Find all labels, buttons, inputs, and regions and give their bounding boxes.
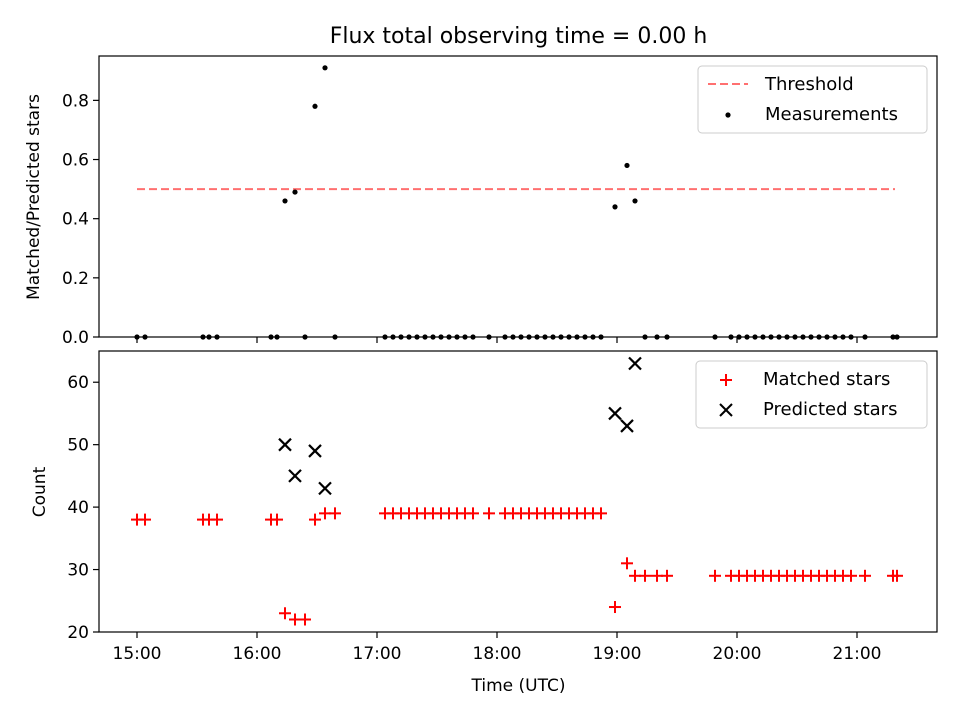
measurement-point [312, 103, 318, 109]
top-y-ticks: 0.0 0.2 0.4 0.6 0.8 [62, 91, 99, 348]
bottom-x-tick-label: 21:00 [833, 644, 882, 664]
bottom-y-axis-label: Count [30, 466, 50, 517]
top-y-tick-label: 0.8 [62, 91, 89, 111]
matched-star-point [309, 513, 321, 526]
measurement-point [292, 189, 298, 195]
top-plot-frame [98, 55, 938, 338]
legend-measurements-label: Measurements [765, 104, 898, 125]
bottom-y-tick-label: 50 [67, 436, 89, 456]
bottom-plot-frame [98, 350, 938, 633]
matched-star-point [467, 507, 479, 520]
predicted-star-point [318, 481, 332, 496]
matched-star-point [279, 607, 291, 620]
measurement-point [322, 65, 328, 71]
bottom-y-tick-label: 30 [67, 561, 89, 581]
x-axis-label: Time (UTC) [471, 676, 566, 696]
matched-star-point [661, 569, 673, 582]
predicted-star-point [628, 356, 642, 371]
bottom-y-tick-label: 40 [67, 498, 89, 518]
top-legend: Threshold Measurements [697, 65, 928, 134]
measurement-point [624, 162, 630, 169]
legend-measurements-swatch [725, 112, 731, 118]
bottom-y-tick-label: 60 [67, 373, 89, 393]
matched-star-point [299, 613, 311, 626]
measurement-point [632, 198, 638, 204]
bottom-x-tick-label: 19:00 [593, 644, 642, 664]
legend-predicted-label: Predicted stars [763, 399, 897, 420]
bottom-x-tick-label: 16:00 [233, 644, 282, 664]
top-y-tick-label: 0.0 [62, 328, 89, 348]
bottom-x-tick-label: 17:00 [353, 644, 402, 664]
chart-title: Flux total observing time = 0.00 h [330, 24, 708, 49]
top-y-tick-label: 0.2 [62, 269, 89, 289]
matched-star-point [859, 569, 871, 582]
matched-star-point [709, 569, 721, 582]
predicted-star-point [288, 469, 302, 483]
top-y-tick-label: 0.6 [62, 151, 89, 171]
matched-star-point [139, 513, 151, 526]
bottom-x-tick-label: 15:00 [113, 644, 162, 664]
top-legend-box [697, 65, 928, 134]
matched-star-point [329, 507, 341, 520]
matched-star-point [483, 507, 495, 520]
legend-threshold-label: Threshold [764, 74, 854, 95]
bottom-legend: Matched stars Predicted stars [695, 360, 928, 429]
matched-star-point [271, 513, 283, 526]
bottom-y-tick-label: 20 [67, 623, 89, 643]
bottom-x-tick-label: 18:00 [473, 644, 522, 664]
legend-matched-swatch [720, 374, 732, 386]
measurement-point [612, 204, 618, 210]
bottom-x-tick-label: 20:00 [713, 644, 762, 664]
predicted-star-point [278, 437, 292, 452]
predicted-star-point [308, 444, 322, 458]
top-panel: Flux total observing time = 0.00 h Match… [24, 24, 938, 348]
matched-star-point [621, 557, 633, 570]
matched-star-point [639, 569, 651, 582]
matched-star-point [595, 507, 607, 520]
bottom-y-ticks: 20 30 40 50 60 [67, 373, 99, 643]
legend-predicted-swatch [719, 403, 733, 417]
count-points [131, 356, 903, 626]
matched-star-point [891, 569, 903, 582]
bottom-legend-box [695, 360, 928, 429]
legend-matched-label: Matched stars [763, 369, 890, 390]
bottom-panel: Count Time (UTC) 20 30 40 50 60 15:00 16:00 17… [30, 350, 938, 696]
matched-star-point [211, 513, 223, 526]
predicted-star-point [620, 419, 634, 433]
measurement-point [282, 198, 288, 204]
top-y-tick-label: 0.4 [62, 210, 89, 230]
matched-star-point [845, 569, 857, 582]
top-y-axis-label: Matched/Predicted stars [24, 94, 44, 300]
matched-star-point [609, 601, 621, 614]
predicted-star-point [608, 406, 622, 421]
bottom-x-ticks: 15:00 16:00 17:00 18:00 19:00 20:00 21:00 [113, 632, 882, 664]
